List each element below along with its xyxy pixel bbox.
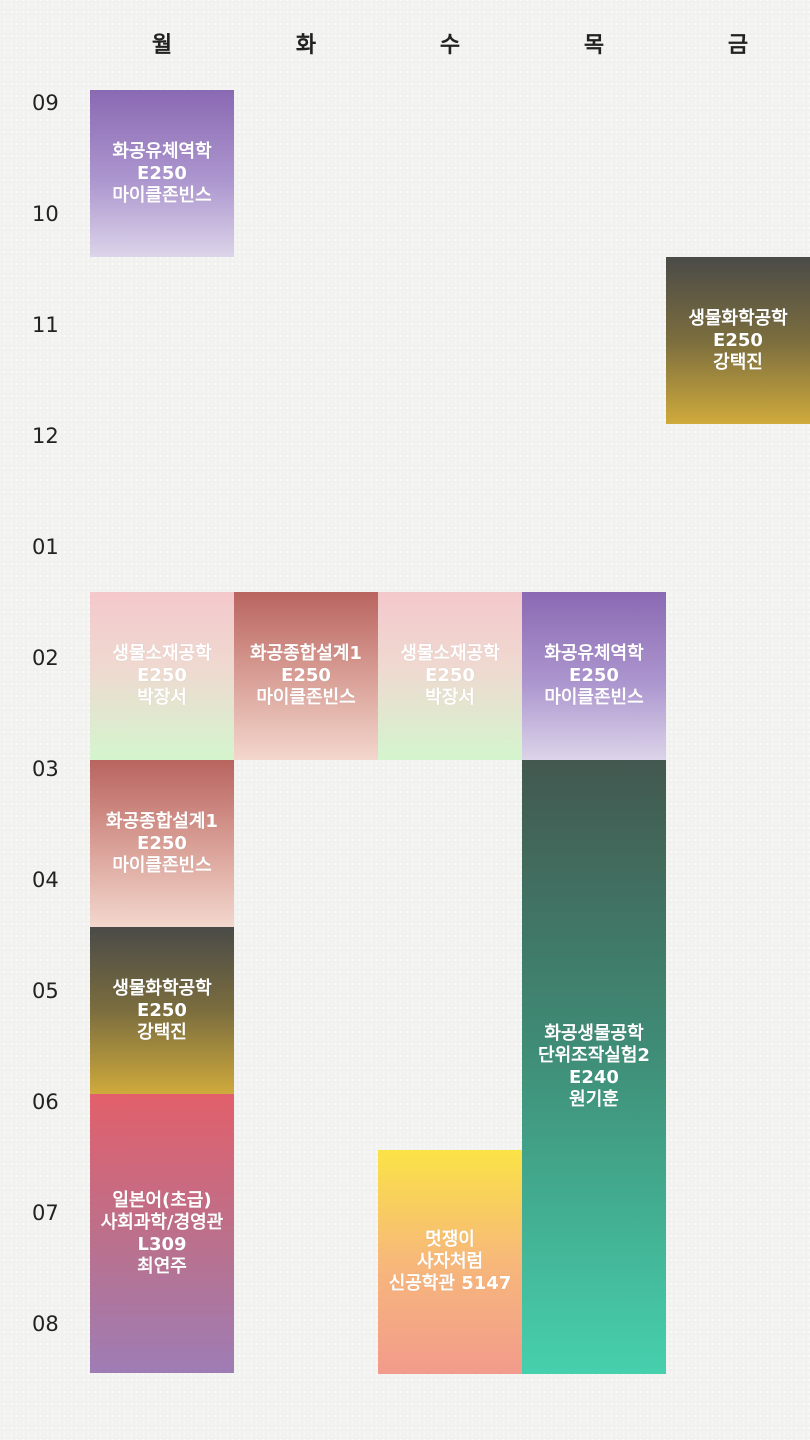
course-block-mon-fluid-mechanics[interactable]: 화공유체역학 E250 마이클존빈스 — [90, 90, 234, 257]
course-title: 화공종합설계1 — [106, 810, 218, 832]
course-title: 화공유체역학 — [544, 643, 644, 664]
hour-label: 02 — [32, 646, 59, 670]
course-room: E250 — [137, 665, 187, 686]
course-block-mon-japanese[interactable]: 일본어(초급) 사회과학/경영관 L309 최연주 — [90, 1094, 234, 1373]
course-room: E250 — [137, 832, 187, 854]
course-professor: 마이클존빈스 — [256, 687, 356, 708]
course-title: 멋쟁이 — [425, 1229, 475, 1250]
hour-label: 01 — [32, 535, 59, 559]
hour-label: 06 — [32, 1090, 59, 1114]
course-info: 일본어(초급) 사회과학/경영관 L309 최연주 — [101, 1190, 224, 1278]
course-professor: 박장서 — [425, 687, 475, 708]
course-professor: 마이클존빈스 — [112, 184, 212, 206]
course-room: 신공학관 5147 — [388, 1273, 512, 1294]
course-title: 화공생물공학 — [544, 1023, 644, 1044]
course-title: 일본어(초급) — [112, 1189, 212, 1211]
course-professor: 원기훈 — [569, 1089, 619, 1110]
course-title: 생물소재공학 — [400, 643, 500, 664]
course-professor: 마이클존빈스 — [544, 687, 644, 708]
course-title: 생물화학공학 — [112, 977, 212, 999]
day-header-fri: 금 — [727, 33, 749, 58]
course-block-wed-likelion[interactable]: 멋쟁이 사자처럼 신공학관 5147 — [378, 1150, 522, 1374]
course-professor: 강택진 — [713, 351, 763, 373]
course-room: E250 — [137, 999, 187, 1021]
course-block-mon-biomaterials[interactable]: 생물소재공학 E250 박장서 — [90, 592, 234, 760]
course-professor: 강택진 — [137, 1021, 187, 1043]
course-room: L309 — [137, 1233, 187, 1255]
hour-label: 12 — [32, 424, 59, 448]
course-block-tue-capstone-design[interactable]: 화공종합설계1 E250 마이클존빈스 — [234, 592, 378, 760]
day-header-thu: 목 — [583, 33, 605, 58]
course-room: E250 — [425, 665, 475, 686]
hour-label: 04 — [32, 868, 59, 892]
hour-label: 11 — [32, 313, 59, 337]
course-title: 생물소재공학 — [112, 643, 212, 664]
course-title-line2: 단위조작실험2 — [538, 1045, 650, 1066]
course-info: 화공종합설계1 E250 마이클존빈스 — [250, 643, 362, 709]
course-block-thu-unit-operations-lab[interactable]: 화공생물공학 단위조작실험2 E240 원기훈 — [522, 760, 666, 1374]
course-block-fri-biochemical-engineering[interactable]: 생물화학공학 E250 강택진 — [666, 257, 810, 424]
course-title-line2: 사자처럼 — [416, 1251, 484, 1272]
day-header-tue: 화 — [295, 33, 317, 58]
course-room: E250 — [713, 329, 763, 351]
hour-label: 08 — [32, 1312, 59, 1336]
course-info: 생물화학공학 E250 강택진 — [112, 978, 211, 1044]
hour-label: 09 — [32, 91, 59, 115]
course-info: 멋쟁이 사자처럼 신공학관 5147 — [389, 1229, 512, 1295]
course-info: 화공생물공학 단위조작실험2 E240 원기훈 — [538, 1023, 650, 1111]
course-professor: 마이클존빈스 — [112, 854, 212, 876]
course-info: 화공종합설계1 E250 마이클존빈스 — [106, 811, 218, 877]
hour-label: 07 — [32, 1201, 59, 1225]
course-room: E250 — [137, 162, 187, 184]
course-info: 생물소재공학 E250 박장서 — [400, 643, 499, 709]
course-room: E250 — [569, 665, 619, 686]
course-title: 화공유체역학 — [112, 140, 212, 162]
course-info: 화공유체역학 E250 마이클존빈스 — [544, 643, 643, 709]
course-block-mon-capstone-design[interactable]: 화공종합설계1 E250 마이클존빈스 — [90, 760, 234, 927]
course-block-mon-biochemical-engineering[interactable]: 생물화학공학 E250 강택진 — [90, 927, 234, 1094]
course-room: E250 — [281, 665, 331, 686]
course-building: 사회과학/경영관 — [100, 1211, 224, 1233]
course-room: E240 — [569, 1067, 619, 1088]
course-info: 생물화학공학 E250 강택진 — [688, 308, 787, 374]
day-header-mon: 월 — [151, 33, 173, 58]
hour-label: 05 — [32, 979, 59, 1003]
day-header-wed: 수 — [439, 33, 461, 58]
course-professor: 최연주 — [137, 1255, 187, 1277]
course-info: 화공유체역학 E250 마이클존빈스 — [112, 141, 211, 207]
course-info: 생물소재공학 E250 박장서 — [112, 643, 211, 709]
course-professor: 박장서 — [137, 687, 187, 708]
course-title: 생물화학공학 — [688, 307, 788, 329]
hour-label: 03 — [32, 757, 59, 781]
course-block-thu-fluid-mechanics[interactable]: 화공유체역학 E250 마이클존빈스 — [522, 592, 666, 760]
hour-label: 10 — [32, 202, 59, 226]
course-title: 화공종합설계1 — [250, 643, 362, 664]
course-block-wed-biomaterials[interactable]: 생물소재공학 E250 박장서 — [378, 592, 522, 760]
